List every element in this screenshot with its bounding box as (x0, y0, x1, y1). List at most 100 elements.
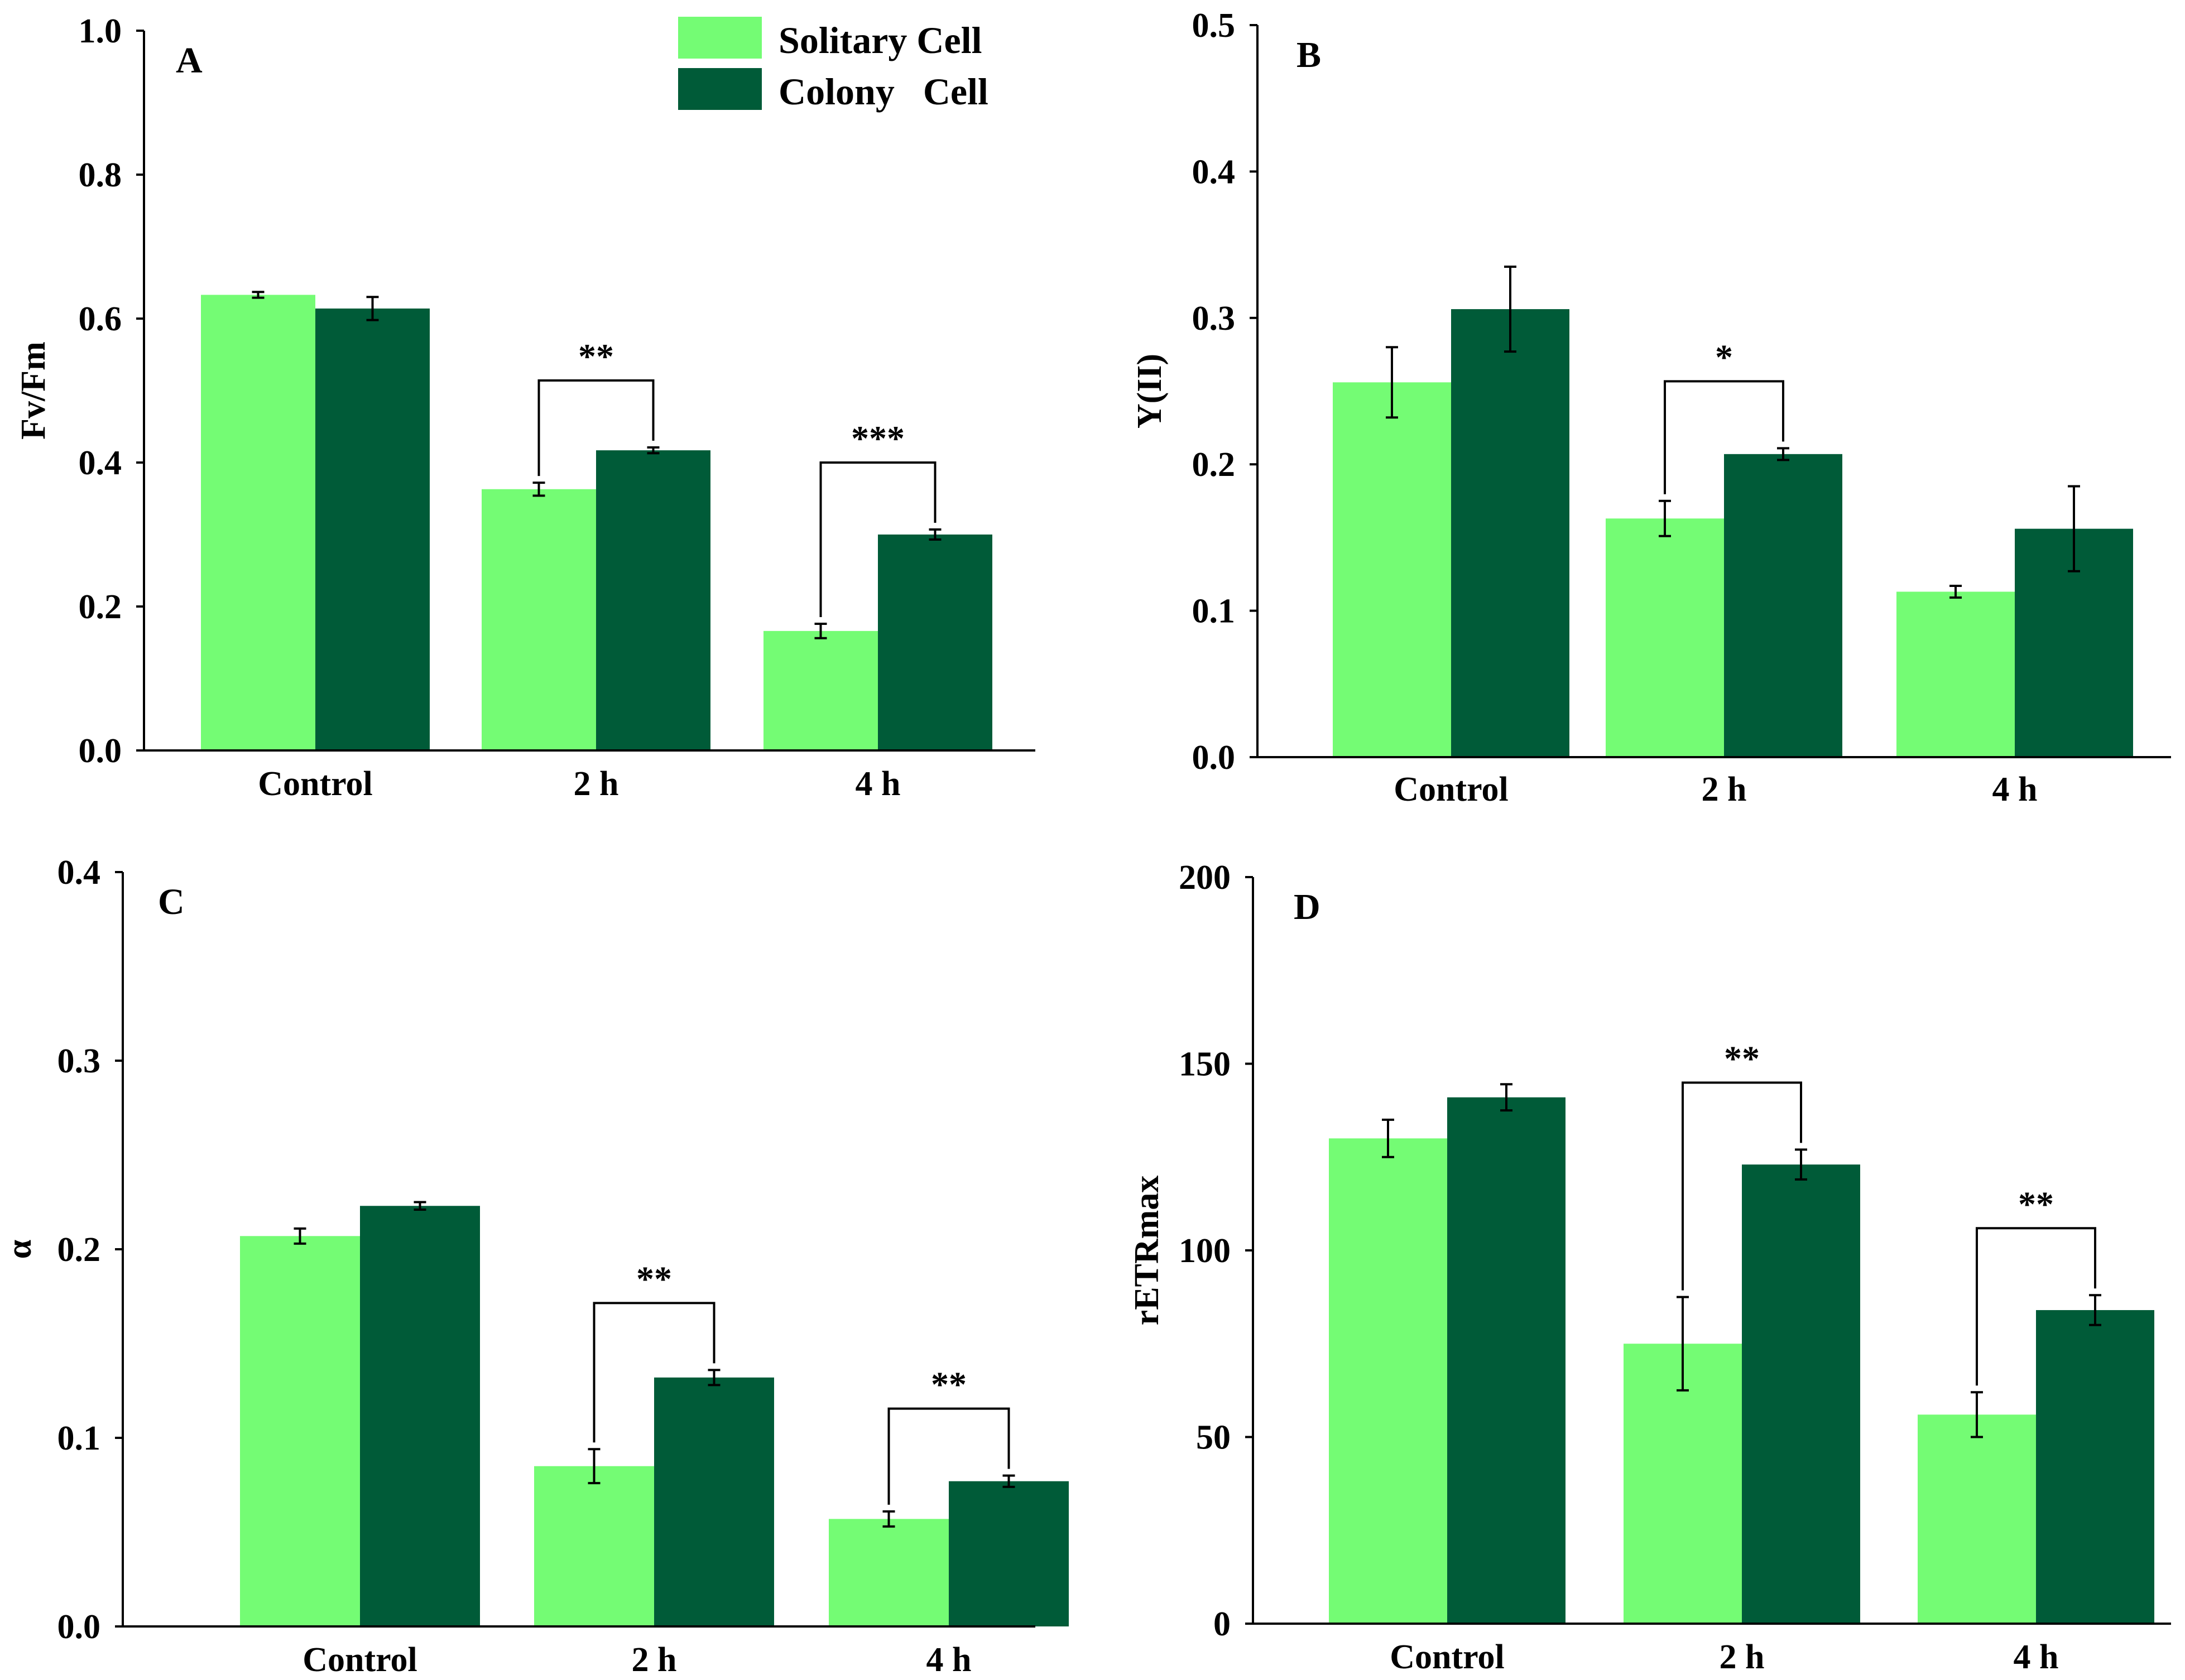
bar-solitary-2 (1896, 591, 2015, 757)
error-bar-solitary-1 (1659, 499, 1671, 537)
y-tick-label: 150 (1179, 1046, 1231, 1084)
bars (240, 1206, 1069, 1626)
legend: Solitary Cell Colony Cell (678, 17, 988, 113)
y-axis-title: α (1, 1240, 39, 1259)
x-tick-label: 4 h (856, 765, 901, 803)
y-tick-label: 0.3 (1192, 300, 1236, 338)
y-tick-label: 0.5 (1192, 7, 1236, 45)
bar-colony-1 (1742, 1164, 1860, 1624)
y-tick-label: 50 (1196, 1419, 1231, 1457)
bar-solitary-0 (201, 295, 315, 750)
y-tick-label: 200 (1179, 859, 1231, 897)
x-tick-label: Control (258, 765, 373, 803)
x-tick-label: 2 h (1720, 1638, 1765, 1676)
x-tick-label: 4 h (1992, 771, 2038, 808)
error-bar-colony-2 (1002, 1474, 1015, 1488)
x-tick-label: Control (1394, 771, 1509, 808)
significance-bracket: ** (593, 1259, 715, 1443)
x-tick-label: Control (302, 1641, 417, 1679)
error-bars (1382, 1083, 2101, 1438)
error-bar-solitary-1 (532, 482, 545, 497)
y-tick-label: 0.2 (57, 1231, 101, 1269)
bar-solitary-2 (1918, 1414, 2036, 1624)
bar-colony-1 (596, 450, 710, 750)
bar-solitary-1 (534, 1466, 654, 1626)
y-tick-label: 100 (1179, 1232, 1231, 1270)
error-bar-solitary-1 (1677, 1296, 1689, 1392)
bar-colony-0 (1447, 1097, 1565, 1624)
y-tick-label: 1.0 (79, 12, 122, 50)
y-axis-title: Fv/Fm (15, 341, 52, 440)
y-tick-label: 0.8 (79, 156, 122, 194)
significance-bracket: ** (537, 336, 655, 476)
y-tick-label: 0.0 (1192, 739, 1236, 777)
x-tick-label: Control (1390, 1638, 1505, 1676)
y-tick-label: 0.4 (57, 854, 101, 892)
significance-label: *** (851, 418, 905, 458)
y-tick-label: 0.6 (79, 300, 122, 338)
panel-label: C (158, 882, 185, 922)
y-tick-label: 0 (1213, 1605, 1231, 1643)
error-bar-colony-2 (929, 528, 942, 541)
bar-solitary-1 (482, 489, 596, 750)
bar-colony-0 (360, 1206, 480, 1626)
error-bar-solitary-2 (1971, 1391, 1983, 1438)
significance-label: ** (636, 1259, 672, 1298)
error-bars (252, 291, 942, 639)
error-bars (1386, 265, 2080, 599)
error-bar-colony-1 (1795, 1148, 1807, 1181)
chart-panel-d: 0 50 100 150 200 Control 2 h 4 h rETRmax D ** ** (1128, 859, 2171, 1676)
error-bar-colony-1 (708, 1369, 721, 1387)
bar-colony-1 (1724, 454, 1842, 757)
x-tick-label: 4 h (2014, 1638, 2059, 1676)
error-bar-colony-1 (647, 446, 660, 455)
x-tick-label: 2 h (632, 1641, 677, 1679)
error-bars (294, 1201, 1015, 1528)
legend-label-solitary: Solitary Cell (779, 19, 982, 61)
bar-solitary-1 (1606, 518, 1724, 757)
significance-label: ** (1724, 1038, 1760, 1078)
y-tick-label: 0.4 (79, 444, 122, 482)
significance-label: * (1715, 337, 1733, 377)
y-tick-label: 0.2 (1192, 446, 1236, 484)
bars (201, 295, 992, 750)
y-tick-label: 0.0 (57, 1608, 101, 1646)
y-axis-title: Y(II) (1131, 354, 1169, 429)
error-bar-solitary-0 (1382, 1118, 1394, 1158)
y-axis-title: rETRmax (1128, 1176, 1166, 1326)
x-tick-label: 2 h (574, 765, 619, 803)
error-bar-solitary-0 (294, 1227, 306, 1245)
bar-solitary-2 (829, 1519, 949, 1626)
error-bar-colony-0 (366, 296, 379, 321)
bar-solitary-0 (1333, 382, 1451, 757)
bar-solitary-0 (1329, 1138, 1447, 1624)
significance-label: ** (931, 1365, 967, 1404)
error-bar-colony-2 (2089, 1294, 2101, 1326)
y-tick-label: 0.3 (57, 1042, 101, 1080)
error-bar-colony-0 (414, 1201, 426, 1211)
error-bar-colony-0 (1504, 265, 1516, 353)
bar-colony-2 (949, 1481, 1069, 1626)
y-tick-label: 0.1 (57, 1419, 101, 1457)
significance-bracket: * (1664, 337, 1784, 494)
panel-label: A (176, 40, 203, 81)
bar-colony-0 (1451, 309, 1569, 757)
bars (1329, 1097, 2154, 1624)
bar-colony-0 (315, 308, 430, 750)
bar-solitary-2 (763, 630, 878, 750)
x-tick-label: 2 h (1702, 771, 1747, 808)
panel-label: B (1296, 35, 1321, 75)
legend-swatch-colony (678, 68, 762, 110)
significance-bracket: ** (1976, 1184, 2096, 1386)
legend-swatch-solitary (678, 17, 762, 59)
error-bar-solitary-1 (588, 1448, 601, 1485)
error-bar-solitary-0 (252, 291, 265, 299)
bar-colony-1 (654, 1377, 774, 1626)
legend-label-colony: Colony Cell (779, 70, 988, 113)
panel-label: D (1294, 887, 1320, 927)
y-tick-label: 0.4 (1192, 153, 1236, 191)
error-bar-colony-0 (1500, 1083, 1512, 1112)
x-tick-label: 4 h (926, 1641, 972, 1679)
